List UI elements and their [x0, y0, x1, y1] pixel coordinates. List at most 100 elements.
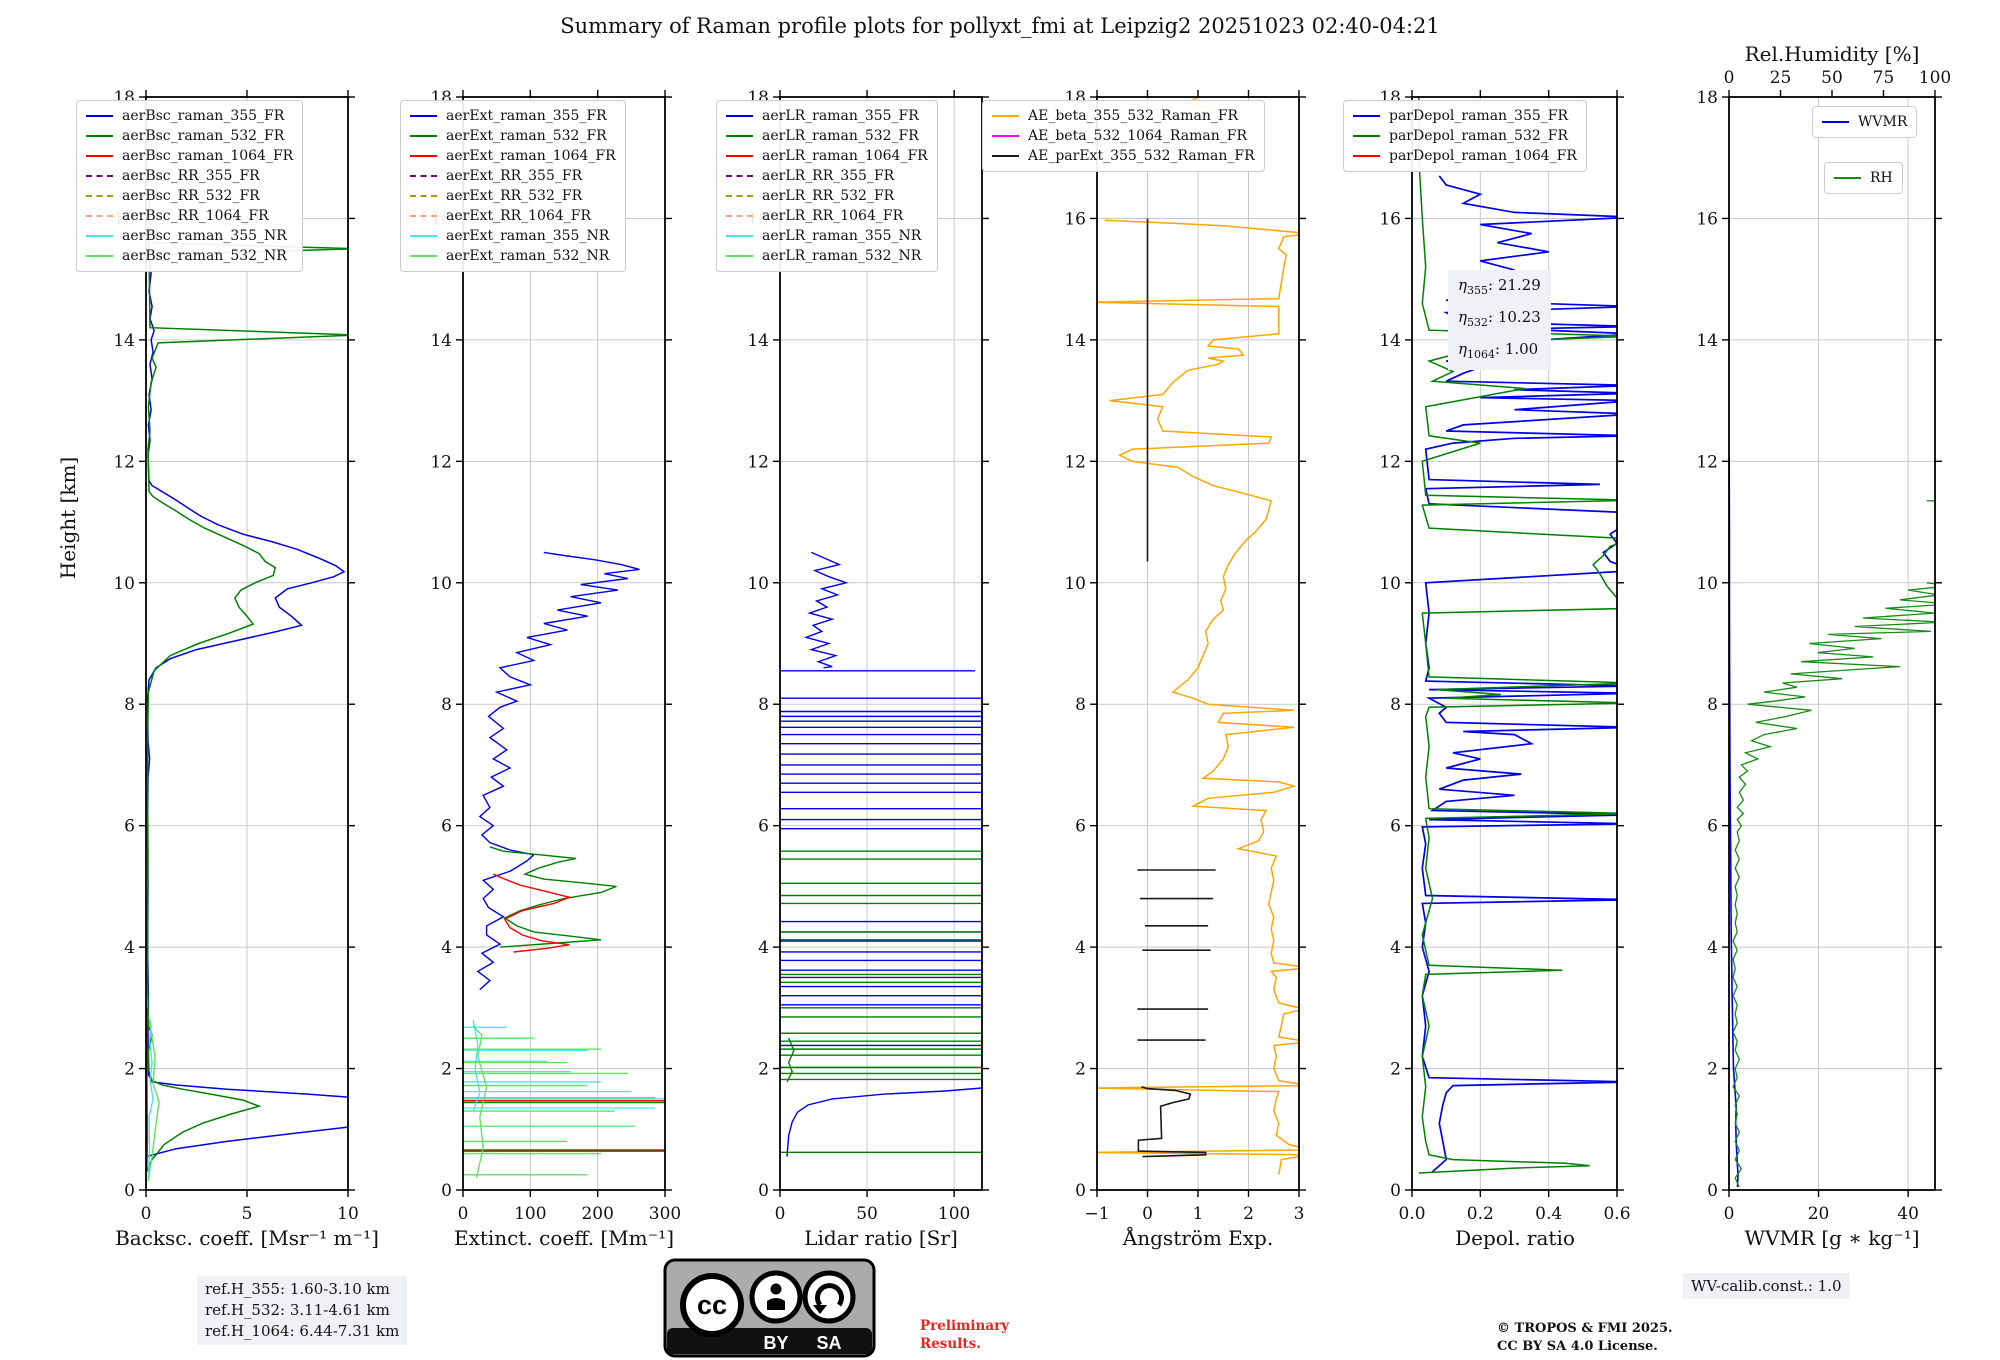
x-tick-label: 100 [938, 1204, 970, 1224]
y-tick-label: 14 [1064, 331, 1086, 351]
legend-line-sample [410, 135, 437, 137]
y-tick-label: 6 [1390, 817, 1401, 837]
y-tick-label: 4 [1075, 938, 1086, 958]
legend-item-label: aerBsc_raman_1064_FR [122, 148, 294, 164]
legend-line-sample [410, 115, 437, 117]
legend-lr: aerLR_raman_355_FR aerLR_raman_532_FR aerL… [716, 100, 938, 272]
wv-calib-annotation: WV-calib.const.: 1.0 [1683, 1273, 1850, 1299]
legend-item: aerBsc_raman_532_NR [86, 246, 293, 266]
legend-item-label: parDepol_raman_1064_FR [1389, 148, 1577, 164]
y-tick-label: 12 [430, 452, 452, 472]
legend-item-label: aerExt_raman_355_NR [446, 228, 610, 244]
legend-item: aerLR_raman_1064_FR [726, 146, 928, 166]
legend-item: aerBsc_raman_355_FR [86, 106, 293, 126]
y-tick-label: 12 [747, 452, 769, 472]
eta-532: η532: 10.23 [1458, 308, 1541, 329]
y-tick-label: 6 [758, 817, 769, 837]
legend-line-sample [86, 195, 113, 197]
copyright-note: © TROPOS & FMI 2025. CC BY SA 4.0 Licens… [1497, 1321, 1673, 1354]
y-tick-label: 10 [1696, 574, 1718, 594]
legend-line-sample [726, 235, 753, 237]
legend-line-sample [86, 215, 113, 217]
x-tick-label: −1 [1084, 1204, 1109, 1224]
legend-ae: AE_beta_355_532_Raman_FR AE_beta_532_1064… [982, 100, 1265, 172]
legend-item-label: aerLR_raman_532_FR [762, 128, 919, 144]
preliminary-note: Preliminary Results. [920, 1318, 1010, 1352]
y-tick-label: 0 [1707, 1181, 1718, 1201]
legend-item: aerBsc_raman_532_FR [86, 126, 293, 146]
x-axis-label-angstrom: Ångström Exp. [1122, 1226, 1274, 1250]
legend-item-label: aerExt_RR_1064_FR [446, 208, 592, 224]
panel-ext: 0100200300024681012141618 [430, 88, 681, 1224]
legend-item: AE_parExt_355_532_Raman_FR [992, 146, 1255, 166]
by-person-head [770, 1283, 782, 1295]
legend-item: aerExt_RR_355_FR [410, 166, 616, 186]
x-tick-label: 0.0 [1398, 1204, 1425, 1224]
legend-line-sample [86, 115, 113, 117]
x-tick-label: 0 [1142, 1204, 1153, 1224]
legend-item-label: aerExt_raman_532_FR [446, 128, 607, 144]
y-tick-label: 8 [1390, 695, 1401, 715]
legend-line-sample [726, 155, 753, 157]
legend-item: aerBsc_raman_355_NR [86, 226, 293, 246]
y-tick-label: 14 [1696, 331, 1718, 351]
legend-line-sample [1353, 155, 1380, 157]
eta-355: η355: 21.29 [1458, 276, 1541, 297]
rel-humidity-axis-label: Rel.Humidity [%] [1744, 42, 1920, 66]
y-tick-label: 4 [124, 938, 135, 958]
legend-item: aerExt_raman_1064_FR [410, 146, 616, 166]
y-tick-label: 10 [1064, 574, 1086, 594]
rh-tick-label: 25 [1770, 68, 1792, 88]
legend-item: parDepol_raman_532_FR [1353, 126, 1577, 146]
y-tick-label: 8 [1707, 695, 1718, 715]
legend-item: aerExt_raman_355_NR [410, 226, 616, 246]
y-tick-label: 4 [758, 938, 769, 958]
sa-arrow-head [813, 1305, 827, 1314]
cc-license-badge: cc BY SA [663, 1258, 876, 1358]
legend-item-label: aerBsc_raman_532_NR [122, 248, 287, 264]
y-tick-label: 2 [1390, 1060, 1401, 1080]
x-tick-label: 20 [1808, 1204, 1830, 1224]
legend-item: aerLR_RR_532_FR [726, 186, 928, 206]
y-tick-label: 12 [1696, 452, 1718, 472]
series-AE_beta_355_532_Raman_FR [1097, 219, 1299, 1175]
legend-item: parDepol_raman_355_FR [1353, 106, 1577, 126]
legend-item-label: aerLR_RR_532_FR [762, 188, 895, 204]
x-axis-label-lidar-ratio: Lidar ratio [Sr] [804, 1226, 958, 1250]
y-tick-label: 8 [1075, 695, 1086, 715]
legend-line-sample [992, 115, 1019, 117]
legend-item-label: aerLR_raman_355_NR [762, 228, 922, 244]
legend-line-sample [410, 215, 437, 217]
legend-item-label: aerBsc_raman_355_NR [122, 228, 287, 244]
y-tick-label: 8 [441, 695, 452, 715]
legend-item-label: aerLR_raman_1064_FR [762, 148, 928, 164]
legend-line-sample [86, 255, 113, 257]
x-tick-label: 0 [141, 1204, 152, 1224]
y-tick-label: 0 [1390, 1181, 1401, 1201]
legend-item: aerLR_raman_355_NR [726, 226, 928, 246]
sa-arrow-arc [815, 1283, 844, 1307]
x-tick-label: 2 [1243, 1204, 1254, 1224]
y-tick-label: 10 [1379, 574, 1401, 594]
legend-line-sample [992, 155, 1019, 157]
figure-title: Summary of Raman profile plots for polly… [560, 14, 1440, 38]
series-aerExt_raman_532_FR [489, 846, 617, 948]
legend-item-label: aerBsc_RR_1064_FR [122, 208, 269, 224]
legend-item-label: parDepol_raman_532_FR [1389, 128, 1569, 144]
legend-item-label: aerLR_raman_532_NR [762, 248, 922, 264]
y-tick-label: 14 [113, 331, 135, 351]
legend-item-label: aerBsc_raman_532_FR [122, 128, 285, 144]
legend-item: aerExt_raman_532_FR [410, 126, 616, 146]
y-tick-label: 10 [113, 574, 135, 594]
legend-item-label: aerExt_raman_1064_FR [446, 148, 616, 164]
y-tick-label: 16 [1379, 209, 1401, 229]
series-aerExt_raman_1064_FR [493, 873, 572, 953]
panel-wvmr: 0 20 40 0 2 4 6 8 10 12 14 16 18 0 25 50 75 100 [1696, 68, 1951, 1224]
legend-item-label: aerBsc_raman_355_FR [122, 108, 285, 124]
y-tick-label: 6 [1707, 817, 1718, 837]
legend-line-sample [992, 135, 1019, 137]
